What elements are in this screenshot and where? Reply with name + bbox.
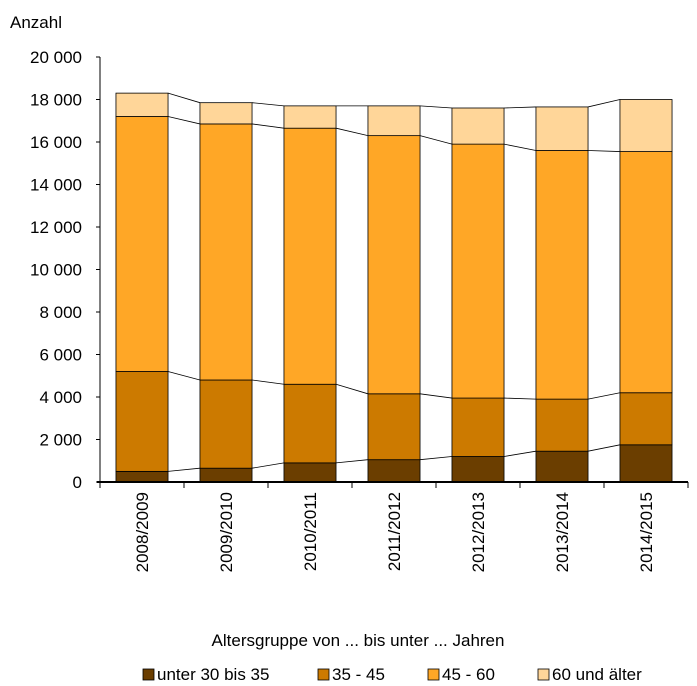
connector-line: [504, 397, 536, 400]
bar-segment: [619, 99, 673, 152]
y-tick-label: 0: [73, 473, 82, 492]
bar-segment: [367, 105, 421, 137]
y-tick-label: 8 000: [39, 303, 82, 322]
bar-segment: [199, 467, 253, 483]
legend-swatch: [427, 668, 440, 681]
bar-segment: [535, 398, 589, 452]
connector-line: [251, 379, 285, 385]
legend-label: unter 30 bis 35: [157, 665, 269, 684]
x-tick-label: 2014/2015: [637, 492, 656, 572]
y-tick-label: 20 000: [30, 48, 82, 67]
connector-line: [587, 392, 621, 400]
bar-segment: [199, 123, 253, 381]
y-tick-label: 10 000: [30, 261, 82, 280]
x-tick-label: 2012/2013: [469, 492, 488, 572]
bar-segment: [283, 462, 337, 483]
bar-segment: [199, 379, 253, 469]
bar-segment: [115, 470, 169, 483]
connector-line: [587, 99, 621, 108]
connector-line: [588, 150, 620, 152]
bar-stacks: [115, 92, 673, 483]
bar-segment: [115, 371, 169, 472]
bar-segment: [451, 456, 505, 483]
x-axis-ticks: 2008/2009 2009/2010 2010/2011 2011/2012 2012…: [99, 482, 689, 572]
connector-line: [504, 106, 536, 109]
y-tick-label: 18 000: [30, 91, 82, 110]
connector-line: [503, 450, 537, 457]
connector-line: [167, 371, 201, 381]
bar-segment: [535, 150, 589, 400]
x-tick-label: 2013/2014: [553, 492, 572, 572]
connector-line: [251, 123, 285, 129]
legend-title: Altersgruppe von ... bis unter ... Jahre…: [212, 631, 505, 650]
y-axis-ticks: 0 2 000 4 000 6 000 8 000 10 000 12 000 14 000 1…: [30, 48, 100, 492]
bar-segment: [451, 107, 505, 145]
bar-segment: [535, 106, 589, 151]
connector-line: [168, 467, 200, 472]
connector-line: [251, 462, 285, 469]
x-tick-label: 2010/2011: [301, 492, 320, 571]
connector-line: [587, 444, 621, 452]
x-tick-label: 2008/2009: [133, 492, 152, 572]
y-tick-label: 4 000: [39, 388, 82, 407]
segment-connector-lines: [167, 92, 621, 472]
bar-segment: [619, 392, 673, 446]
y-tick-label: 2 000: [39, 431, 82, 450]
bar-segment: [115, 92, 169, 117]
bar-segment: [283, 383, 337, 464]
connector-line: [420, 456, 452, 461]
connector-line: [336, 459, 368, 464]
legend-swatch: [317, 668, 330, 681]
y-tick-label: 14 000: [30, 176, 82, 195]
legend-swatch: [142, 668, 155, 681]
bar-segment: [367, 135, 421, 395]
legend: unter 30 bis 35 35 - 45 45 - 60 60 und älte…: [142, 665, 642, 684]
y-tick-label: 16 000: [30, 133, 82, 152]
connector-line: [420, 105, 452, 109]
bar-segment: [283, 105, 337, 129]
bar-segment: [619, 444, 673, 483]
x-tick-label: 2011/2012: [385, 492, 404, 571]
legend-label: 45 - 60: [442, 665, 495, 684]
bar-segment: [451, 397, 505, 457]
bar-segment: [535, 450, 589, 483]
connector-line: [167, 116, 201, 125]
y-tick-label: 6 000: [39, 346, 82, 365]
connector-line: [419, 135, 453, 145]
connector-line: [503, 143, 537, 151]
bar-segment: [367, 459, 421, 483]
connector-line: [419, 393, 453, 399]
bar-segment: [451, 143, 505, 399]
connector-line: [335, 127, 369, 137]
bar-segment: [115, 116, 169, 372]
connector-line: [335, 383, 369, 395]
legend-swatch: [537, 668, 550, 681]
legend-label: 35 - 45: [332, 665, 385, 684]
y-tick-label: 12 000: [30, 218, 82, 237]
bar-segment: [283, 127, 337, 385]
bar-segment: [619, 151, 673, 394]
connector-line: [167, 92, 201, 104]
legend-label: 60 und älter: [552, 665, 642, 684]
bar-segment: [199, 102, 253, 125]
bar-segment: [367, 393, 421, 461]
y-axis-label: Anzahl: [10, 13, 62, 32]
x-tick-label: 2009/2010: [217, 492, 236, 572]
connector-line: [252, 102, 284, 107]
